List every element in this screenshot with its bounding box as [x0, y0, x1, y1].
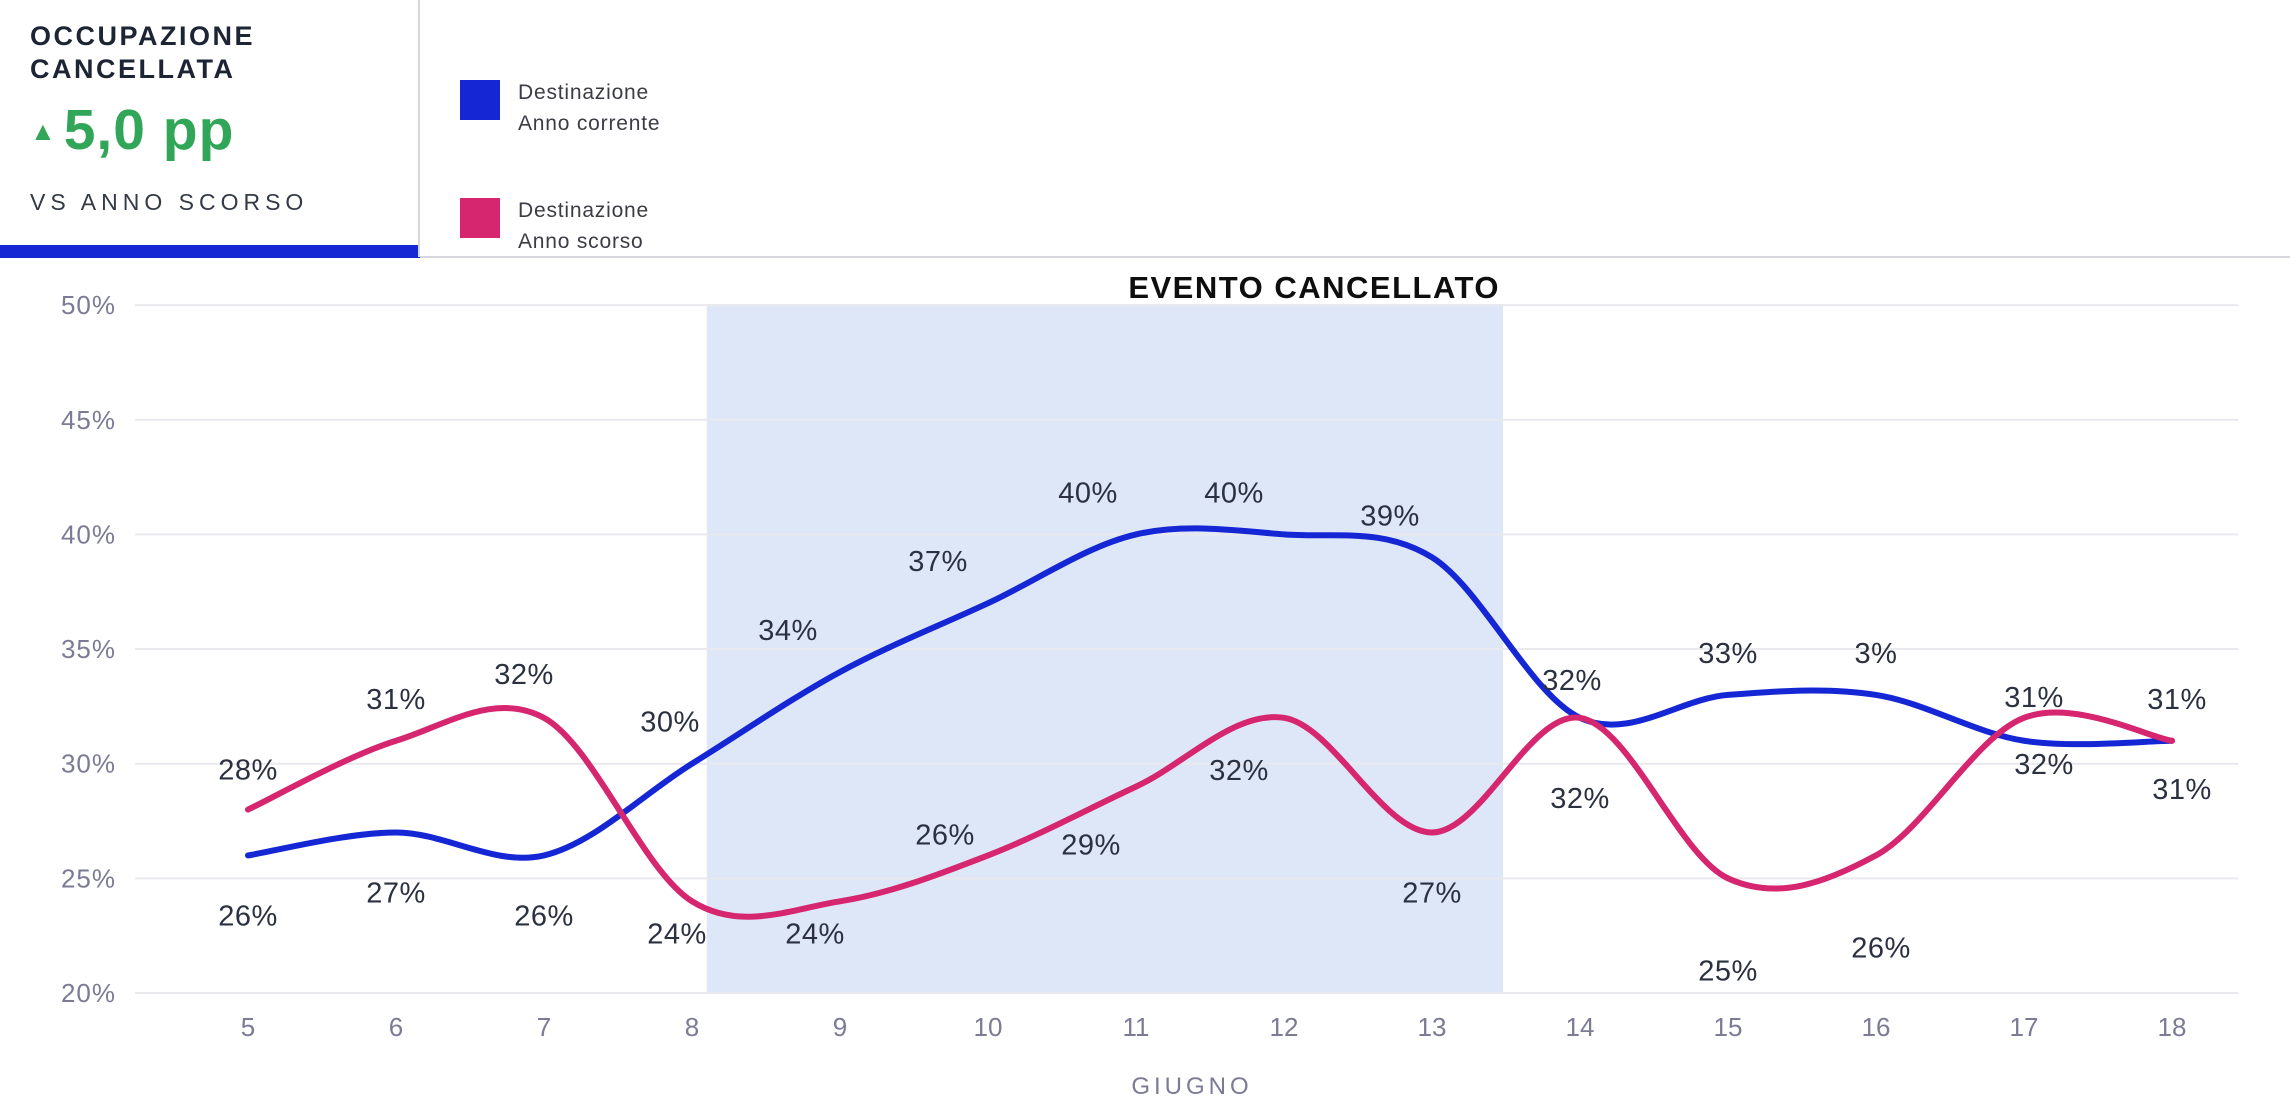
point-label-series-0: 30% [640, 707, 700, 739]
x-tick-label: 14 [1566, 1012, 1595, 1042]
kpi-accent-bar [0, 245, 420, 258]
x-tick-label: 16 [1862, 1012, 1891, 1042]
legend-label-line2: Anno scorso [518, 230, 644, 253]
point-label-series-1: 32% [494, 659, 554, 691]
point-label-series-0: 31% [2004, 682, 2064, 714]
kpi-title-line2: CANCELLATA [30, 54, 236, 84]
point-label-series-0: 26% [218, 900, 278, 932]
point-label-series-1: 32% [2014, 749, 2074, 781]
point-label-series-1: 26% [915, 819, 975, 851]
kpi-title: OCCUPAZIONE CANCELLATA [30, 20, 410, 86]
point-label-series-0: 32% [1542, 665, 1602, 697]
x-tick-label: 5 [241, 1012, 255, 1042]
point-label-series-1: 24% [647, 918, 707, 950]
point-label-series-1: 25% [1698, 955, 1758, 987]
legend-swatch-anno-corrente [460, 80, 500, 120]
legend-label-anno-corrente: Destinazione Anno corrente [518, 77, 660, 139]
up-arrow-icon: ▲ [30, 115, 56, 146]
x-tick-label: 9 [833, 1012, 847, 1042]
y-tick-label: 30% [61, 749, 116, 779]
y-tick-label: 45% [61, 405, 116, 435]
x-tick-label: 8 [685, 1012, 699, 1042]
point-label-series-1: 31% [366, 684, 426, 716]
kpi-card: OCCUPAZIONE CANCELLATA ▲ 5,0 pp VS ANNO … [30, 20, 410, 216]
x-tick-label: 15 [1714, 1012, 1743, 1042]
point-label-series-0: 34% [758, 615, 818, 647]
point-label-series-1: 27% [1402, 877, 1462, 909]
x-tick-label: 17 [2010, 1012, 2039, 1042]
vertical-divider [418, 0, 420, 257]
y-tick-label: 20% [61, 978, 116, 1008]
chart-legend: Destinazione Anno corrente Destinazione … [460, 80, 660, 316]
point-label-series-1: 32% [1550, 783, 1610, 815]
legend-label-anno-scorso: Destinazione Anno scorso [518, 195, 649, 257]
point-label-series-1: 24% [785, 918, 845, 950]
point-label-series-0: 33% [1698, 638, 1758, 670]
point-label-series-0: 39% [1360, 500, 1420, 532]
point-label-series-0: 27% [366, 877, 426, 909]
y-tick-label: 40% [61, 519, 116, 549]
legend-label-line1: Destinazione [518, 81, 650, 104]
x-tick-label: 11 [1123, 1012, 1150, 1042]
point-label-series-0: 40% [1204, 477, 1264, 509]
legend-item-anno-scorso[interactable]: Destinazione Anno scorso [460, 198, 660, 257]
kpi-subtitle: VS ANNO SCORSO [30, 189, 309, 215]
x-tick-label: 13 [1418, 1012, 1447, 1042]
point-label-series-1: 32% [1209, 755, 1269, 787]
x-tick-label: 7 [537, 1012, 551, 1042]
point-label-series-0: 31% [2147, 684, 2207, 716]
y-tick-label: 25% [61, 863, 116, 893]
series-line-1[interactable] [245, 705, 2175, 920]
point-label-series-1: 29% [1061, 830, 1121, 862]
legend-swatch-anno-scorso [460, 198, 500, 238]
legend-item-anno-corrente[interactable]: Destinazione Anno corrente [460, 80, 660, 139]
y-tick-label: 35% [61, 634, 116, 664]
chart-title: EVENTO CANCELLATO [1128, 270, 1500, 305]
x-tick-label: 18 [2158, 1012, 2187, 1042]
point-label-series-0: 37% [908, 546, 968, 578]
legend-label-line1: Destinazione [518, 199, 650, 222]
horizontal-divider [420, 256, 2290, 258]
point-label-series-1: 26% [1851, 932, 1911, 964]
y-tick-label: 50% [61, 290, 116, 320]
point-label-series-0: 26% [514, 900, 574, 932]
kpi-delta-value: 5,0 pp [63, 98, 235, 162]
point-label-series-0: 40% [1058, 477, 1118, 509]
series-line-0[interactable] [245, 525, 2175, 861]
x-tick-label: 10 [974, 1012, 1003, 1042]
x-tick-label: 12 [1270, 1012, 1299, 1042]
x-axis-label: GIUGNO [1131, 1073, 1252, 1100]
kpi-title-line1: OCCUPAZIONE [30, 21, 256, 51]
point-label-series-1: 28% [218, 755, 278, 787]
kpi-delta: ▲ 5,0 pp [30, 102, 410, 159]
x-tick-label: 6 [389, 1012, 403, 1042]
legend-label-line2: Anno corrente [518, 112, 661, 135]
point-label-series-0: 3% [1855, 638, 1898, 670]
point-label-series-1: 31% [2152, 774, 2212, 806]
